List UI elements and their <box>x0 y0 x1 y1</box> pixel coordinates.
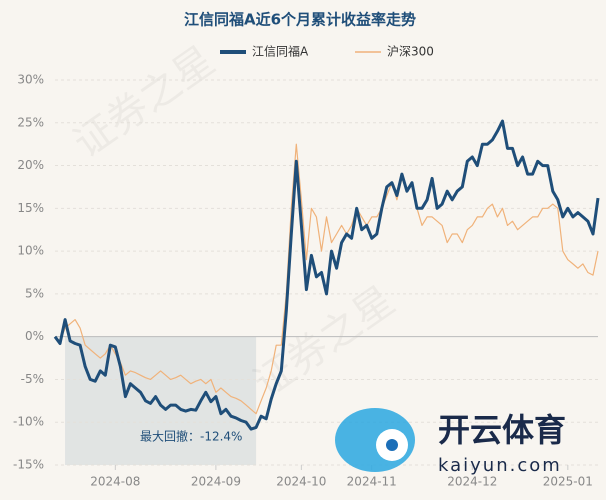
y-tick-label: 5% <box>25 286 44 300</box>
y-tick-label: -15% <box>13 458 44 472</box>
y-tick-label: 15% <box>17 201 44 215</box>
y-tick-label: 20% <box>17 158 44 172</box>
y-tick-label: -10% <box>13 415 44 429</box>
x-tick-label: 2024-11 <box>347 475 397 489</box>
logo: 开云体育 kaiyun.com <box>335 408 566 476</box>
y-tick-label: 25% <box>17 115 44 129</box>
y-tick-label: 30% <box>17 73 44 87</box>
legend-label: 江信同福A <box>252 44 309 59</box>
x-tick-label: 2024-12 <box>447 475 497 489</box>
annotation: 最大回撤：-12.4% <box>140 429 242 444</box>
series-line <box>54 143 599 415</box>
y-tick-label: -5% <box>21 372 44 386</box>
plot-area: 最大回撤：-12.4% -15% -10% -5% 0% 5% 10% 15% 20% 25% 30… <box>13 73 600 489</box>
legend-label: 沪深300 <box>387 45 434 59</box>
series-line <box>53 119 600 431</box>
y-tick-label: 0% <box>25 329 44 343</box>
logo-name: 开云体育 <box>438 411 566 449</box>
logo-site: kaiyun.com <box>438 455 562 476</box>
x-tick-label: 2024-09 <box>191 475 241 489</box>
x-tick-label: 2024-10 <box>276 475 326 489</box>
logo-ball-patch <box>386 439 398 451</box>
x-tick-label: 2025-01 <box>543 475 593 489</box>
chart-title: 江信同福A近6个月累计收益率走势 <box>184 11 416 29</box>
x-tick-label: 2024-08 <box>90 475 140 489</box>
drawdown-area <box>65 336 257 465</box>
y-tick-label: 10% <box>17 244 44 258</box>
